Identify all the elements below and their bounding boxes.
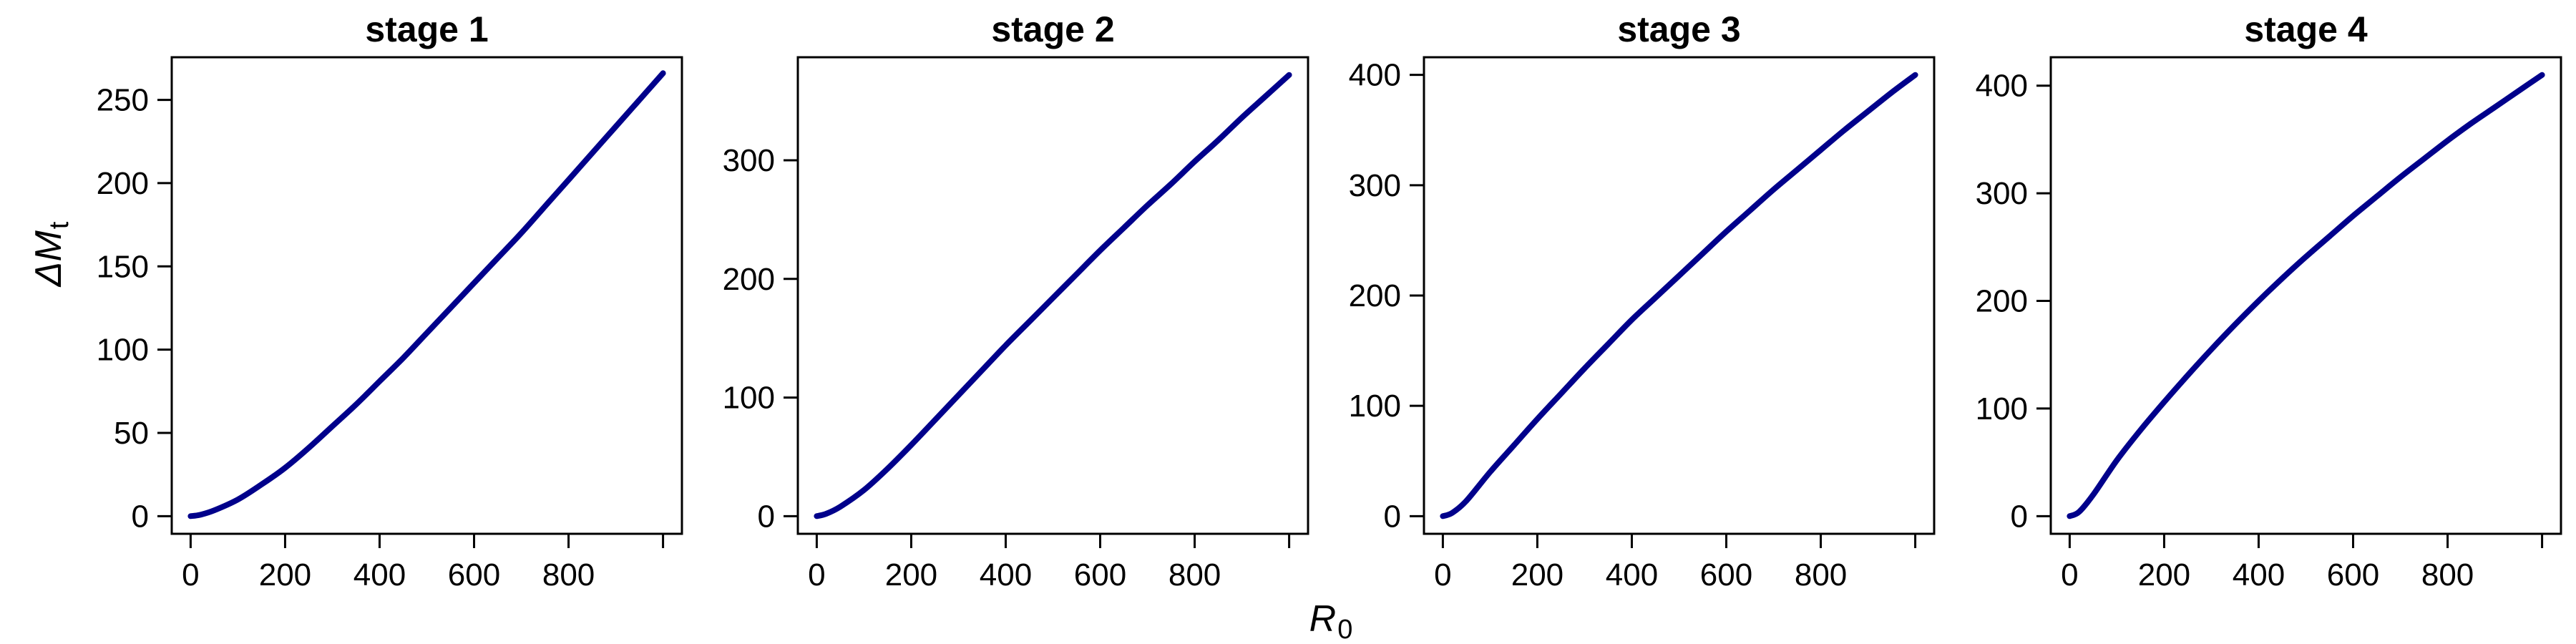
- x-tick-label: 800: [1795, 557, 1847, 592]
- x-tick-label: 800: [542, 557, 595, 592]
- x-tick-label: 0: [182, 557, 199, 592]
- x-axis-label: R0: [1309, 598, 1353, 644]
- y-tick-label: 50: [114, 416, 149, 451]
- x-tick-label: 600: [448, 557, 500, 592]
- y-tick-label: 0: [132, 499, 149, 534]
- chart-panels: stage 10 200 400 600 800050100150200250stage…: [97, 9, 2562, 592]
- y-tick-label: 200: [723, 262, 775, 297]
- x-tick-label: 400: [980, 557, 1032, 592]
- y-tick-label: 200: [1976, 284, 2028, 319]
- chart-panel: stage 3 0 200 400 600 800 0 100 200 300 400: [1349, 9, 1936, 592]
- series-line: [1440, 72, 1918, 519]
- x-tick-label: 800: [2421, 557, 2474, 592]
- x-tick-label: 200: [259, 557, 311, 592]
- y-tick-label: 300: [1349, 168, 1401, 203]
- y-tick-label: 100: [1976, 391, 2028, 426]
- y-tick-label: 300: [1976, 176, 2028, 211]
- x-tick-label: 200: [1511, 557, 1563, 592]
- panel-title: stage 4: [2244, 9, 2368, 49]
- y-tick-label: 150: [97, 249, 149, 284]
- x-tick-label: 200: [2138, 557, 2190, 592]
- plot-frame: [2049, 56, 2562, 535]
- y-tick-label: 200: [97, 166, 149, 201]
- chart-panel: stage 1 0 200 400 600 800 0 50 100 150 200 250: [97, 9, 683, 592]
- y-tick-label: 0: [758, 499, 775, 534]
- panel-title: stage 3: [1617, 9, 1740, 49]
- x-tick-label: 800: [1169, 557, 1221, 592]
- y-axis-label: ΔMt: [28, 221, 74, 288]
- y-tick-label: 250: [97, 83, 149, 118]
- x-tick-label: 400: [1606, 557, 1658, 592]
- series-line: [2067, 72, 2545, 519]
- plot-frame: [796, 56, 1309, 535]
- y-tick-label: 400: [1349, 58, 1401, 93]
- y-tick-label: 400: [1976, 69, 2028, 104]
- y-tick-label: 100: [97, 333, 149, 368]
- x-tick-label: 600: [2327, 557, 2379, 592]
- y-tick-label: 0: [1384, 499, 1401, 534]
- y-tick-label: 100: [1349, 389, 1401, 424]
- x-tick-label: 400: [2233, 557, 2285, 592]
- plot-frame: [170, 56, 683, 535]
- chart-panel: stage 2 0 200 400 600 800 0 100 200 300: [723, 9, 1309, 592]
- y-tick-label: 300: [723, 143, 775, 178]
- y-tick-label: 0: [2011, 499, 2028, 534]
- x-tick-label: 400: [353, 557, 406, 592]
- series-line: [187, 70, 666, 519]
- panel-title: stage 2: [991, 9, 1114, 49]
- x-tick-label: 600: [1700, 557, 1752, 592]
- series-line: [814, 72, 1292, 519]
- x-tick-label: 200: [885, 557, 937, 592]
- x-tick-label: 600: [1074, 557, 1126, 592]
- x-tick-label: 0: [2061, 557, 2078, 592]
- y-tick-label: 200: [1349, 278, 1401, 313]
- x-tick-label: 0: [1434, 557, 1451, 592]
- y-tick-label: 100: [723, 381, 775, 416]
- panel-title: stage 1: [365, 9, 488, 49]
- chart-panel: stage 4 0 200 400 600 800 0 100 200 300 400: [1976, 9, 2562, 592]
- x-tick-label: 0: [808, 557, 825, 592]
